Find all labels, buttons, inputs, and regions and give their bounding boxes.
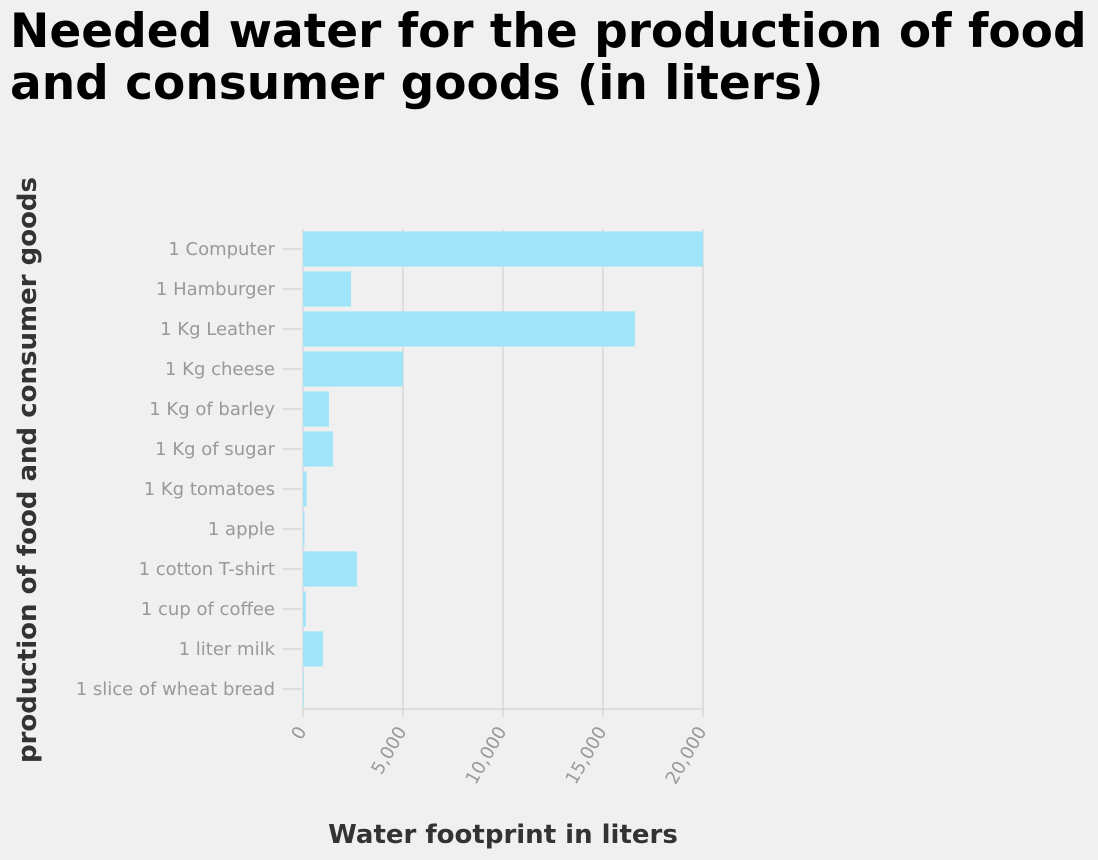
bar	[303, 471, 307, 507]
bar	[303, 671, 304, 707]
bar	[303, 271, 351, 307]
y-tick-label: 1 Kg of sugar	[155, 439, 275, 460]
x-axis-title: Water footprint in liters	[328, 820, 678, 850]
bar	[303, 311, 635, 347]
x-tick-label: 5,000	[367, 723, 411, 778]
x-tick-label: 0	[287, 723, 311, 743]
bar	[303, 511, 305, 547]
bar	[303, 591, 306, 627]
y-tick-label: 1 apple	[208, 519, 275, 540]
x-tick-label: 20,000	[662, 723, 712, 788]
bar	[303, 431, 333, 467]
bars	[303, 231, 703, 707]
gridlines	[302, 229, 704, 710]
y-tick-label: 1 Hamburger	[156, 279, 276, 300]
y-tick-label: 1 liter milk	[179, 639, 276, 660]
y-tick-label: 1 slice of wheat bread	[76, 679, 275, 700]
y-axis-title: production of food and consumer goods	[13, 177, 43, 763]
y-tick-label: 1 Computer	[168, 239, 275, 260]
x-tick-label: 15,000	[562, 723, 612, 788]
bar	[303, 631, 323, 667]
y-tick-label: 1 Kg cheese	[165, 359, 275, 380]
y-tick-label: 1 Kg tomatoes	[144, 479, 275, 500]
y-tick-label: 1 cup of coffee	[141, 599, 275, 620]
chart-title: Needed water for the production of food …	[10, 4, 1087, 111]
bar	[303, 391, 329, 427]
y-tick-label: 1 cotton T-shirt	[139, 559, 275, 580]
y-tick-label: 1 Kg of barley	[149, 399, 275, 420]
x-axis-ticks: 0 5,000 10,000 15,000 20,000	[287, 709, 711, 788]
y-axis-ticks: 1 Computer 1 Hamburger 1 Kg Leather 1 Kg ch…	[76, 239, 301, 700]
bar	[303, 231, 703, 267]
x-tick-label: 10,000	[462, 723, 512, 788]
bar	[303, 551, 357, 587]
bar	[303, 351, 403, 387]
y-tick-label: 1 Kg Leather	[160, 319, 275, 340]
